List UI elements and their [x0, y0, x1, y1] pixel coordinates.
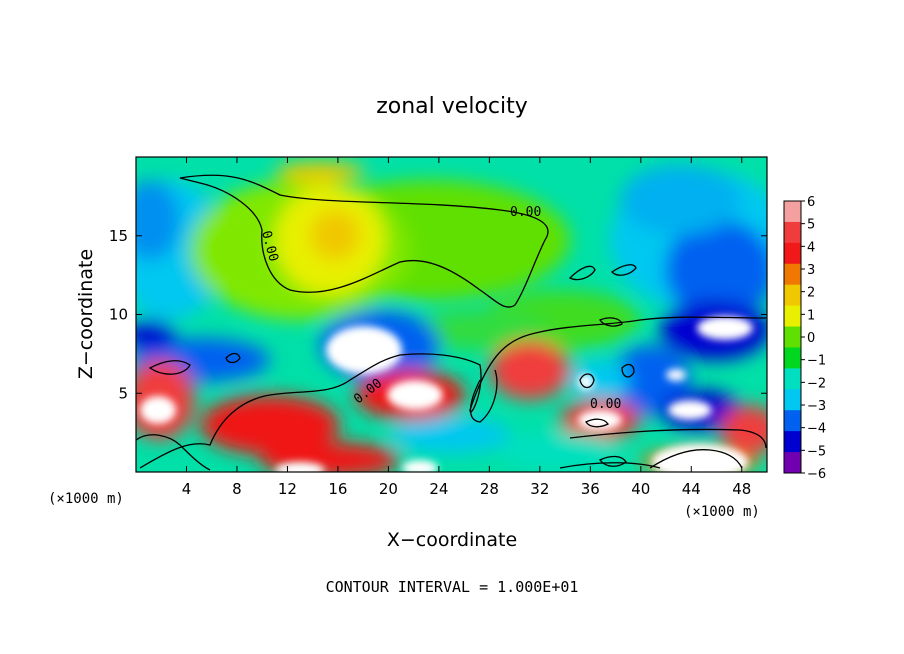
contour-interval-note: CONTOUR INTERVAL = 1.000E+01: [326, 578, 579, 596]
y-unit-label: (×1000 m): [48, 491, 124, 507]
colorbar-swatch: [784, 368, 801, 390]
colorbar-label: 0: [807, 331, 815, 346]
colorbar-swatch: [784, 452, 801, 474]
colorbar-swatch: [784, 242, 801, 265]
colorbar-label: 2: [807, 286, 815, 301]
field-extremes: [140, 316, 753, 472]
x-axis-title: X−coordinate: [387, 529, 517, 551]
colorbar-swatch: [784, 326, 801, 348]
colorbar-label: 3: [807, 263, 815, 278]
colorbar: 6 5 4 3 2 1 0 −1 −2 −3 −4 −5 −6: [783, 195, 826, 482]
colorbar-label: −4: [807, 422, 826, 437]
colorbar-swatch: [784, 389, 801, 411]
x-tick-label: 4: [182, 480, 192, 498]
colorbar-swatch: [784, 431, 801, 453]
x-tick-label: 16: [328, 480, 347, 498]
contour-label: 0.00: [590, 397, 621, 412]
x-tick-label: 20: [379, 480, 398, 498]
x-tick-label: 24: [429, 480, 448, 498]
x-unit-label: (×1000 m): [684, 504, 760, 520]
colorbar-swatch: [784, 201, 801, 223]
x-tick-label: 32: [530, 480, 549, 498]
x-tick-label: 44: [682, 480, 701, 498]
colorbar-label: 1: [807, 308, 815, 323]
chart-title: zonal velocity: [376, 94, 528, 119]
contour-zero-lines: [136, 174, 767, 471]
colorbar-swatch: [784, 347, 801, 369]
colorbar-swatch: [784, 410, 801, 432]
colorbar-label: −1: [807, 354, 826, 369]
colorbar-label: 4: [807, 240, 815, 255]
y-tick-label: 5: [118, 384, 128, 402]
colorbar-label: −6: [807, 467, 826, 482]
x-tick-label: 36: [581, 480, 600, 498]
colorbar-swatch: [784, 263, 801, 286]
x-tick-label: 8: [232, 480, 242, 498]
y-axis: 5 10 15: [109, 227, 767, 402]
heat-field: 0.00 0.00 0.00 0.00: [136, 157, 767, 472]
colorbar-label: −2: [807, 376, 826, 391]
x-tick-label: 48: [732, 480, 751, 498]
y-axis-title: Z−coordinate: [75, 249, 97, 379]
colorbar-label: −5: [807, 444, 826, 459]
x-tick-label: 12: [278, 480, 297, 498]
colorbar-label: 6: [807, 195, 815, 210]
y-tick-label: 10: [109, 306, 128, 324]
colorbar-label: 5: [807, 218, 815, 233]
colorbar-swatch: [784, 305, 801, 328]
colorbar-swatch: [784, 284, 801, 307]
colorbar-label: −3: [807, 399, 826, 414]
x-tick-label: 28: [480, 480, 499, 498]
y-tick-label: 15: [109, 227, 128, 245]
contour-label: 0.00: [510, 205, 541, 220]
colorbar-swatch: [784, 221, 801, 244]
x-tick-label: 40: [631, 480, 650, 498]
x-axis: 4 8 12 16 20 24 28 32 36 40 44 48: [182, 157, 751, 498]
